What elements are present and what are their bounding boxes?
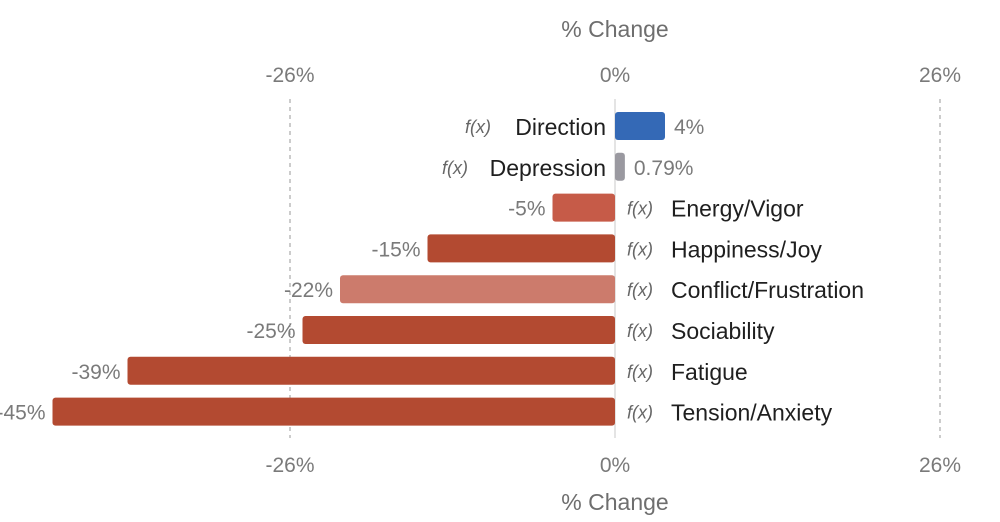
bar-happiness-joy [427,234,615,263]
value-label-direction: 4% [674,116,704,139]
bar-tension-anxiety [52,397,615,426]
bottom-tick-label-26: -26% [265,454,314,477]
bar-sociability [302,316,615,344]
bottom-tick-label-26: 26% [919,454,961,477]
category-label-tension-anxiety: Tension/Anxiety [671,400,833,426]
category-label-happiness-joy: Happiness/Joy [671,236,822,262]
formula-icon: f(x) [627,239,653,259]
value-label-depression: 0.79% [634,157,694,180]
formula-icon: f(x) [627,199,653,219]
value-label-fatigue: -39% [71,361,120,384]
value-label-sociability: -25% [246,320,295,343]
grid-layer [289,99,941,438]
bottom-tick-label-0: 0% [600,454,630,477]
formula-icon: f(x) [627,280,653,300]
category-label-conflict-frustration: Conflict/Frustration [671,277,864,303]
category-label-sociability: Sociability [671,318,775,344]
formula-icon: f(x) [627,403,653,423]
category-label-direction: Direction [515,114,606,140]
top-tick-label-26: 26% [919,64,961,87]
formula-icon: f(x) [627,321,653,341]
category-label-energy-vigor: Energy/Vigor [671,196,804,222]
bar-fatigue [127,356,615,385]
formula-icon: f(x) [442,158,468,178]
x-axis-title-bottom: % Change [561,489,668,515]
category-label-depression: Depression [490,155,606,181]
value-label-conflict-frustration: -22% [284,279,333,302]
bar-direction [615,112,665,140]
bar-conflict-frustration [340,275,615,304]
x-axis-title-top: % Change [561,16,668,42]
label-layer: -26% -26% 0% 0% 26% 26% f(x) Direction 4% f(x) Dep… [0,64,961,477]
formula-icon: f(x) [627,362,653,382]
bar-energy-vigor [552,193,615,222]
value-label-tension-anxiety: -45% [0,402,46,425]
category-label-fatigue: Fatigue [671,359,748,385]
value-label-energy-vigor: -5% [508,198,545,221]
formula-icon: f(x) [465,117,491,137]
top-tick-label-0: 0% [600,64,630,87]
top-tick-label-26: -26% [265,64,314,87]
value-label-happiness-joy: -15% [371,238,420,261]
bar-depression [615,152,625,181]
bars-layer [52,112,665,426]
